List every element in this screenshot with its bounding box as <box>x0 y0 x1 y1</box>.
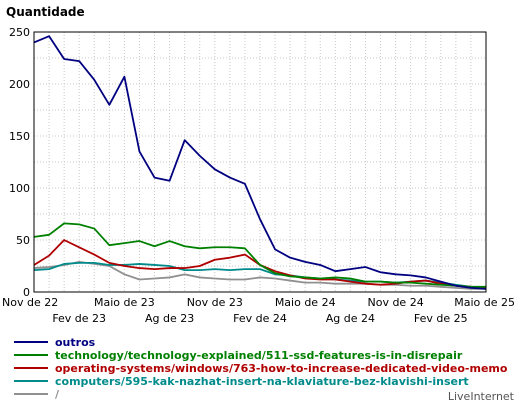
legend: outrostechnology/technology-explained/51… <box>14 336 508 401</box>
series-line <box>33 222 486 288</box>
x-tick-label: Fev de 23 <box>52 312 106 325</box>
x-tick-label: Maio de 25 <box>454 296 515 309</box>
x-tick-label: Nov de 23 <box>187 296 243 309</box>
x-tick-label: Fev de 25 <box>414 312 468 325</box>
x-tick-label: Ag de 24 <box>326 312 375 325</box>
x-tick-label: Nov de 22 <box>2 296 58 309</box>
legend-label: computers/595-kak-nazhat-insert-na-klavi… <box>55 375 469 388</box>
series-line <box>33 35 487 290</box>
y-tick-label: 0 <box>23 286 30 299</box>
plot-frame <box>33 31 487 293</box>
x-tick-label: Ag de 23 <box>145 312 194 325</box>
chart-title: Quantidade <box>6 5 85 19</box>
legend-label: technology/technology-explained/511-ssd-… <box>55 349 463 362</box>
legend-label: / <box>55 388 60 401</box>
x-axis-ticks: Nov de 22 Maio de 23 Nov de 23 Maio de 24 No… <box>2 296 515 325</box>
y-tick-label: 250 <box>9 26 30 39</box>
series-lines <box>33 35 487 290</box>
y-tick-label: 100 <box>9 182 30 195</box>
y-tick-label: 50 <box>16 234 30 247</box>
legend-label: operating-systems/windows/763-how-to-inc… <box>55 362 508 375</box>
credit-label: LiveInternet <box>448 390 515 403</box>
y-tick-label: 150 <box>9 130 30 143</box>
x-tick-label: Maio de 23 <box>94 296 155 309</box>
series-line <box>33 260 486 290</box>
legend-label: outros <box>55 336 96 349</box>
x-tick-label: Nov de 24 <box>367 296 423 309</box>
gridlines <box>34 32 486 292</box>
x-tick-label: Fev de 24 <box>233 312 287 325</box>
y-axis-ticks: 0 50 100 150 200 250 <box>9 26 30 299</box>
y-tick-label: 200 <box>9 78 30 91</box>
x-tick-label: Maio de 24 <box>275 296 336 309</box>
